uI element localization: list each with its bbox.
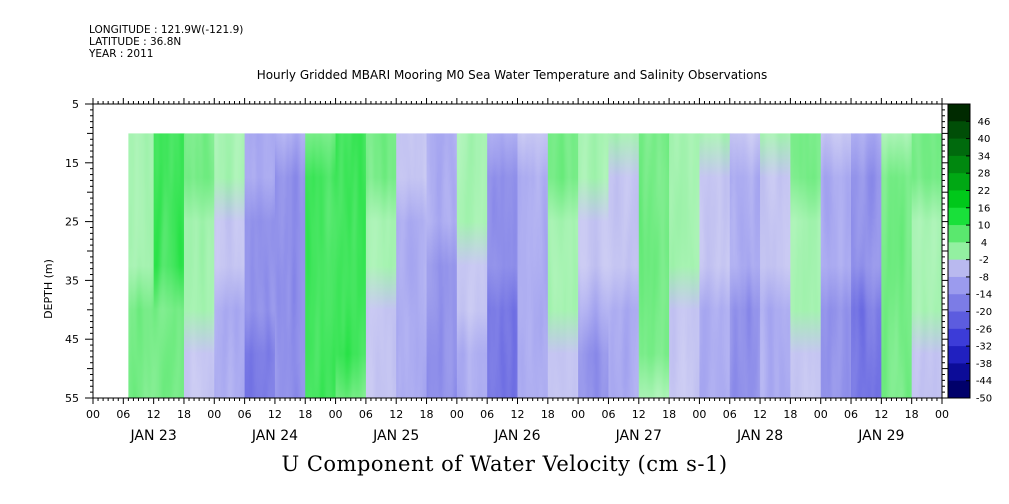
heatmap-texture: [128, 133, 942, 398]
x-hour-label: 12: [511, 408, 525, 421]
colorbar-label: -50: [976, 394, 992, 405]
x-hour-label: 12: [147, 408, 161, 421]
x-day-label: JAN 26: [493, 428, 540, 444]
x-day-label: JAN 27: [615, 428, 662, 444]
colorbar-label: -2: [979, 255, 989, 266]
x-day-label: JAN 25: [372, 428, 419, 444]
year-text: YEAR : 2011: [89, 48, 154, 60]
colorbar-label: 22: [978, 186, 991, 197]
x-hour-label: 06: [359, 408, 373, 421]
x-hour-label: 18: [177, 408, 191, 421]
x-axis-title: U Component of Water Velocity (cm s-1): [281, 452, 728, 476]
colorbar-swatch: [948, 311, 970, 330]
colorbar-label: -32: [976, 342, 992, 353]
colorbar-label: -20: [976, 307, 992, 318]
colorbar-swatch: [948, 155, 970, 174]
x-hour-label: 06: [723, 408, 737, 421]
colorbar-swatch: [948, 138, 970, 157]
colorbar-swatch: [948, 225, 970, 243]
colorbar-swatch: [948, 380, 970, 399]
x-hour-label: 12: [632, 408, 646, 421]
x-hour-label: 18: [541, 408, 555, 421]
x-hour-label: 12: [874, 408, 888, 421]
x-hour-label: 06: [844, 408, 858, 421]
colorbar-swatch: [948, 207, 970, 226]
y-tick-label: 15: [65, 157, 79, 170]
x-hour-label: 00: [571, 408, 585, 421]
colorbar-swatch: [948, 242, 970, 261]
colorbar-swatch: [948, 121, 970, 140]
x-axis: 00 06 12 18 00 06 12 18 00 06 12 18 00 06 12 18 00 06 12 18…: [86, 98, 949, 444]
colorbar-swatch: [948, 276, 970, 295]
colorbar-label: 34: [978, 151, 991, 162]
y-tick-label: 55: [65, 392, 79, 405]
plot-area: [92, 103, 943, 399]
x-day-label: JAN 28: [736, 428, 783, 444]
colorbar-label: 28: [978, 169, 991, 180]
x-hour-label: 12: [389, 408, 403, 421]
colorbar-label: -38: [976, 359, 992, 370]
y-axis: 5 15 25 35 45 55: [65, 98, 950, 405]
x-hour-label: 00: [814, 408, 828, 421]
x-hour-label: 18: [420, 408, 434, 421]
x-hour-label: 12: [753, 408, 767, 421]
heatmap-cells: [128, 133, 942, 398]
mooring-metadata: LONGITUDE : 121.9W(-121.9) LATITUDE : 36…: [89, 24, 243, 60]
colorbar-swatch: [948, 328, 970, 347]
x-day-label: JAN 29: [857, 428, 904, 444]
colorbar-swatch: [948, 346, 970, 364]
y-tick-label: 45: [65, 333, 79, 346]
y-tick-label: 35: [65, 274, 79, 287]
colorbar-swatch: [948, 363, 970, 382]
y-tick-label: 5: [72, 98, 79, 111]
colorbar-swatch: [948, 104, 970, 122]
x-day-label: JAN 24: [251, 428, 298, 444]
x-hour-label: 18: [662, 408, 676, 421]
colorbar-label: 4: [981, 238, 987, 249]
latitude-text: LATITUDE : 36.8N: [89, 36, 182, 48]
colorbar-swatch: [948, 259, 970, 278]
colorbar-label: 16: [978, 203, 991, 214]
colorbar-label: -26: [976, 324, 992, 335]
colorbar-label: -44: [976, 376, 992, 387]
x-hour-label: 06: [116, 408, 130, 421]
colorbar: 46 40 34 28 22 16 10 4 -2 -8 -14 -20 -26 -32 -38 -44 -50: [947, 103, 992, 405]
colorbar-swatch: [948, 190, 970, 209]
x-hour-label: 00: [329, 408, 343, 421]
colorbar-label: 40: [978, 134, 991, 145]
colorbar-label: 46: [978, 117, 991, 128]
colorbar-label: -14: [976, 290, 992, 301]
colorbar-label: 10: [978, 221, 991, 232]
colorbar-frame: [947, 103, 971, 399]
x-hour-label: 12: [268, 408, 282, 421]
x-hour-label: 00: [692, 408, 706, 421]
x-day-label: JAN 23: [130, 428, 177, 444]
x-hour-label: 18: [905, 408, 919, 421]
colorbar-label: -8: [979, 272, 989, 283]
x-hour-label: 00: [935, 408, 949, 421]
y-axis-label: DEPTH (m): [42, 259, 55, 319]
colorbar-swatch: [948, 173, 970, 191]
x-hour-label: 18: [783, 408, 797, 421]
y-tick-label: 25: [65, 216, 79, 229]
x-hour-label: 00: [86, 408, 100, 421]
x-hour-label: 06: [238, 408, 252, 421]
x-hour-label: 18: [298, 408, 312, 421]
x-hour-label: 06: [601, 408, 615, 421]
x-hour-label: 00: [450, 408, 464, 421]
x-hour-label: 06: [480, 408, 494, 421]
colorbar-swatch: [948, 294, 970, 313]
x-hour-label: 00: [207, 408, 221, 421]
longitude-text: LONGITUDE : 121.9W(-121.9): [89, 24, 244, 36]
chart-title: Hourly Gridded MBARI Mooring M0 Sea Wate…: [256, 68, 768, 82]
